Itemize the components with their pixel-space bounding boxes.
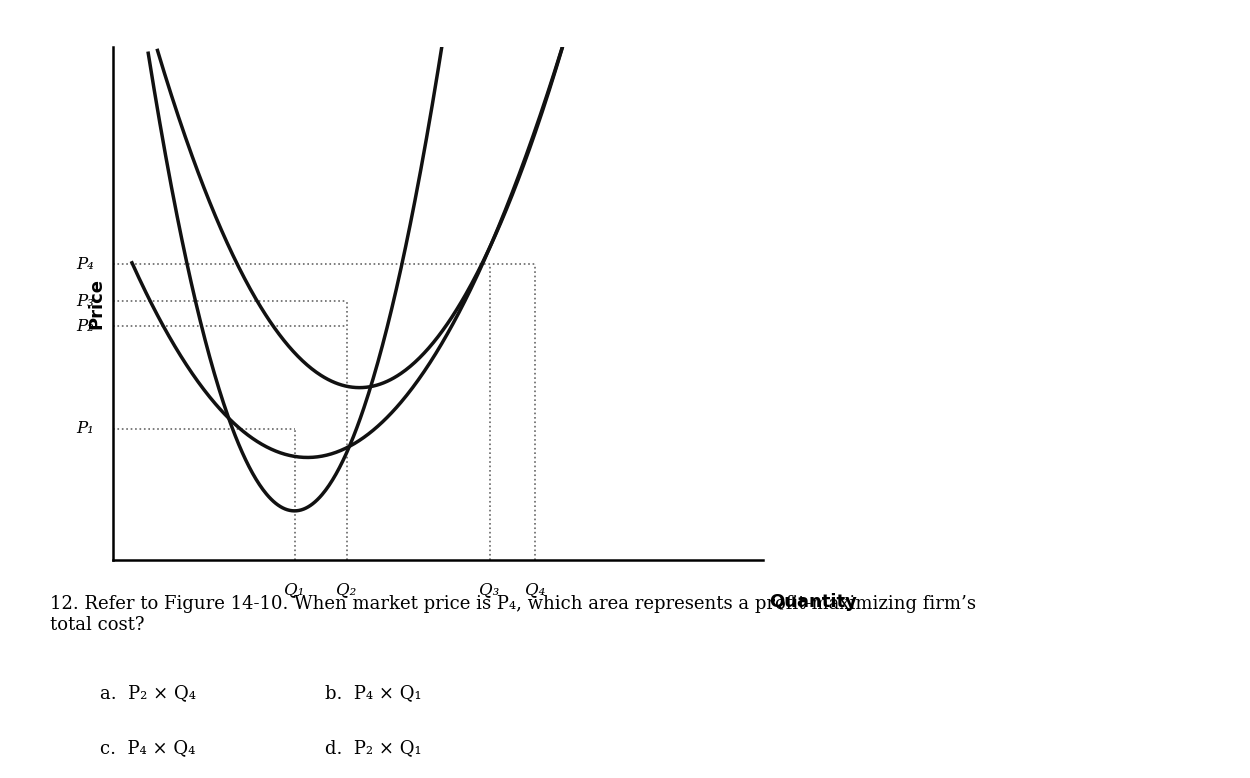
- Text: Quantity: Quantity: [769, 593, 858, 611]
- Text: Q₃: Q₃: [480, 580, 500, 598]
- Text: P₁: P₁: [76, 420, 94, 437]
- Text: P₂: P₂: [76, 317, 94, 335]
- Text: Q₂: Q₂: [336, 580, 356, 598]
- Text: 12. Refer to Figure 14-10. When market price is P₄, which area represents a prof: 12. Refer to Figure 14-10. When market p…: [50, 595, 976, 634]
- Text: P₃: P₃: [76, 293, 94, 310]
- Text: Q₁: Q₁: [285, 580, 305, 598]
- Text: d.  P₂ × Q₁: d. P₂ × Q₁: [325, 739, 421, 757]
- Y-axis label: Price: Price: [88, 278, 105, 329]
- Text: Q₄: Q₄: [525, 580, 545, 598]
- Text: P₄: P₄: [76, 256, 94, 273]
- Text: b.  P₄ × Q₁: b. P₄ × Q₁: [325, 685, 421, 703]
- Text: a.  P₂ × Q₄: a. P₂ × Q₄: [100, 685, 196, 703]
- Text: c.  P₄ × Q₄: c. P₄ × Q₄: [100, 739, 195, 757]
